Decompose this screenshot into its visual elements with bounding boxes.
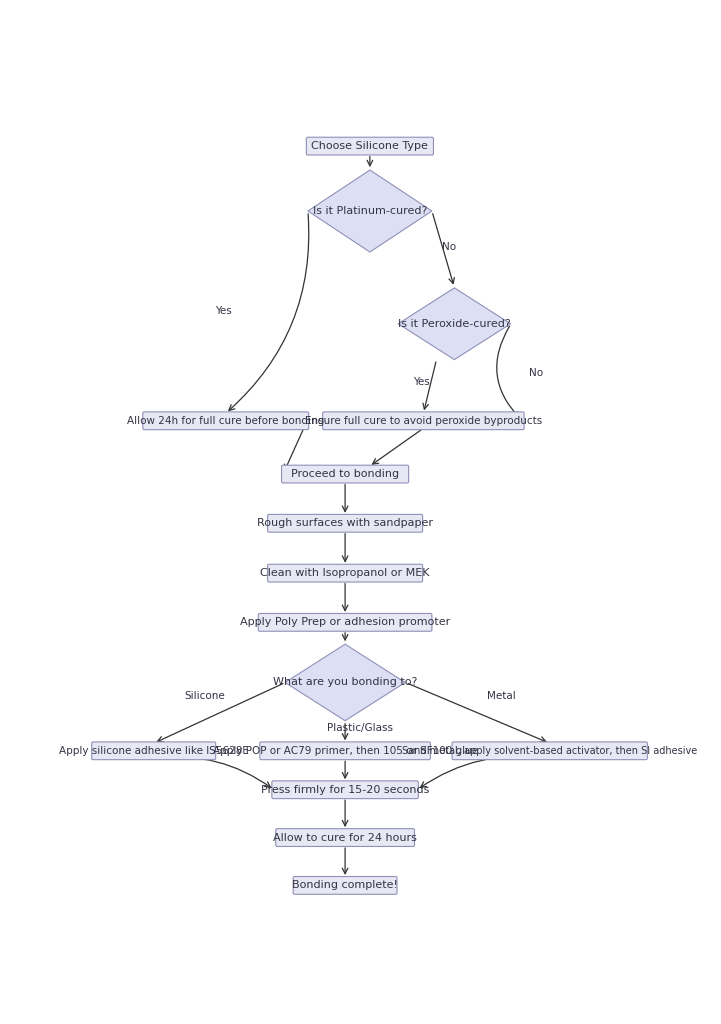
Text: Bonding complete!: Bonding complete! <box>292 881 398 891</box>
FancyBboxPatch shape <box>92 742 216 760</box>
Text: Press firmly for 15-20 seconds: Press firmly for 15-20 seconds <box>261 784 429 795</box>
Text: Clean with Isopropanol or MEK: Clean with Isopropanol or MEK <box>260 568 430 579</box>
Text: Is it Peroxide-cured?: Is it Peroxide-cured? <box>398 318 510 329</box>
FancyBboxPatch shape <box>452 742 647 760</box>
Polygon shape <box>285 644 405 721</box>
Text: Rough surfaces with sandpaper: Rough surfaces with sandpaper <box>257 518 433 528</box>
FancyBboxPatch shape <box>267 564 423 582</box>
Text: Proceed to bonding: Proceed to bonding <box>291 469 399 479</box>
Text: Plastic/Glass: Plastic/Glass <box>327 723 393 732</box>
FancyBboxPatch shape <box>272 781 418 799</box>
Text: Apply silicone adhesive like IS5628E: Apply silicone adhesive like IS5628E <box>58 745 249 756</box>
Text: Allow to cure for 24 hours: Allow to cure for 24 hours <box>273 833 417 843</box>
Polygon shape <box>398 288 510 359</box>
FancyBboxPatch shape <box>322 412 524 430</box>
Text: Silicone: Silicone <box>185 691 225 701</box>
Text: Metal: Metal <box>487 691 516 701</box>
Text: No: No <box>528 368 543 378</box>
FancyBboxPatch shape <box>258 613 432 631</box>
FancyBboxPatch shape <box>275 828 415 847</box>
Text: Allow 24h for full cure before bonding: Allow 24h for full cure before bonding <box>127 416 324 426</box>
Text: No: No <box>442 242 456 252</box>
Text: Apply Poly Prep or adhesion promoter: Apply Poly Prep or adhesion promoter <box>240 617 450 628</box>
FancyBboxPatch shape <box>267 514 423 532</box>
Polygon shape <box>308 170 432 252</box>
FancyBboxPatch shape <box>306 137 433 155</box>
Text: Ensure full cure to avoid peroxide byproducts: Ensure full cure to avoid peroxide bypro… <box>305 416 542 426</box>
Text: Sand metal, apply solvent-based activator, then SI adhesive: Sand metal, apply solvent-based activato… <box>402 745 697 756</box>
FancyBboxPatch shape <box>143 412 309 430</box>
Text: Yes: Yes <box>215 306 231 316</box>
FancyBboxPatch shape <box>293 877 397 894</box>
Text: Is it Platinum-cured?: Is it Platinum-cured? <box>313 206 427 216</box>
Text: What are you bonding to?: What are you bonding to? <box>273 678 417 687</box>
Text: Yes: Yes <box>412 377 430 387</box>
FancyBboxPatch shape <box>260 742 430 760</box>
Text: Choose Silicone Type: Choose Silicone Type <box>311 141 428 152</box>
FancyBboxPatch shape <box>281 465 409 483</box>
Text: Apply POP or AC79 primer, then 105 or SF100 glue: Apply POP or AC79 primer, then 105 or SF… <box>213 745 478 756</box>
